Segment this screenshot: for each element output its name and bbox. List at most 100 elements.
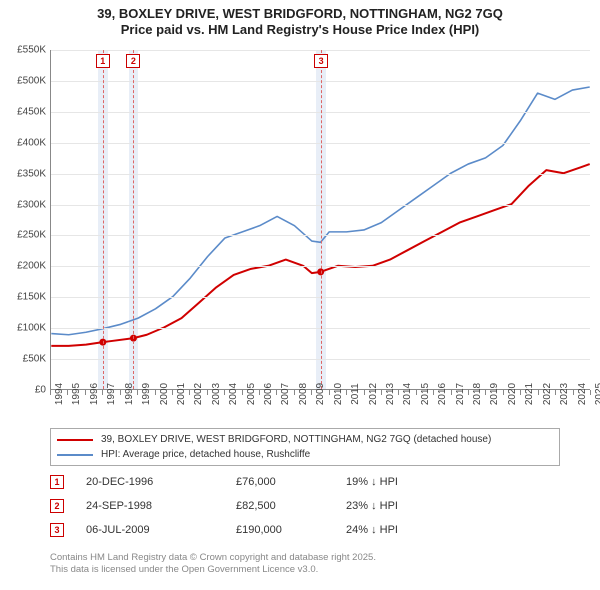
x-tick-label: 1995 (71, 383, 82, 405)
transaction-marker: 3 (50, 523, 64, 537)
x-tick (50, 390, 51, 395)
footer: Contains HM Land Registry data © Crown c… (50, 552, 560, 577)
x-tick (85, 390, 86, 395)
x-tick (468, 390, 469, 395)
y-tick-label: £200K (4, 261, 46, 272)
x-tick (329, 390, 330, 395)
x-tick (172, 390, 173, 395)
transaction-marker: 1 (96, 54, 110, 68)
legend-row-property: 39, BOXLEY DRIVE, WEST BRIDGFORD, NOTTIN… (57, 432, 553, 447)
transaction-row: 120-DEC-1996£76,00019% ↓ HPI (50, 470, 560, 494)
footer-line-2: This data is licensed under the Open Gov… (50, 564, 560, 576)
x-tick (311, 390, 312, 395)
title-line-1: 39, BOXLEY DRIVE, WEST BRIDGFORD, NOTTIN… (0, 6, 600, 22)
x-tick-label: 2019 (489, 383, 500, 405)
x-tick (346, 390, 347, 395)
transactions-table: 120-DEC-1996£76,00019% ↓ HPI 2 24-SEP-1998… (50, 470, 560, 542)
x-tick (590, 390, 591, 395)
x-tick (259, 390, 260, 395)
transaction-marker: 2 (50, 499, 64, 513)
y-tick-label: £400K (4, 137, 46, 148)
x-tick (207, 390, 208, 395)
x-tick (451, 390, 452, 395)
x-tick (137, 390, 138, 395)
plot-area: 1 2 3 (50, 50, 590, 390)
transaction-date: 06-JUL-2009 (86, 524, 236, 536)
x-tick (398, 390, 399, 395)
x-tick-label: 2003 (211, 383, 222, 405)
x-tick-label: 1996 (89, 383, 100, 405)
x-tick-label: 2022 (542, 383, 553, 405)
transaction-price: £82,500 (236, 500, 346, 512)
legend-row-hpi: HPI: Average price, detached house, Rush… (57, 447, 553, 462)
transaction-row: 3 06-JUL-2009£190,00024% ↓ HPI (50, 518, 560, 542)
y-tick-label: £100K (4, 323, 46, 334)
x-tick-label: 2002 (193, 383, 204, 405)
transaction-dashline (133, 50, 134, 389)
y-tick-label: £550K (4, 45, 46, 56)
chart-wrap: 1 2 3 £0 £50K £100K £150K £200K £250K £300K £350K… (6, 50, 594, 420)
x-tick-label: 2012 (368, 383, 379, 405)
transaction-diff: 24% ↓ HPI (346, 524, 456, 536)
x-tick (67, 390, 68, 395)
y-tick-label: £300K (4, 199, 46, 210)
x-tick (381, 390, 382, 395)
x-tick (276, 390, 277, 395)
x-tick-label: 1998 (124, 383, 135, 405)
y-tick-label: £500K (4, 75, 46, 86)
x-tick-label: 2021 (524, 383, 535, 405)
transaction-marker: 2 (126, 54, 140, 68)
x-tick-label: 1999 (141, 383, 152, 405)
x-tick (433, 390, 434, 395)
x-tick-label: 2025 (594, 383, 600, 405)
transaction-marker: 3 (314, 54, 328, 68)
x-tick-label: 2007 (280, 383, 291, 405)
x-tick-label: 2011 (350, 383, 361, 405)
transaction-dashline (103, 50, 104, 389)
x-tick (485, 390, 486, 395)
x-tick-label: 2004 (228, 383, 239, 405)
x-tick-label: 2017 (455, 383, 466, 405)
x-tick-label: 2015 (420, 383, 431, 405)
x-tick-label: 2014 (402, 383, 413, 405)
y-tick-label: £150K (4, 292, 46, 303)
x-tick-label: 2006 (263, 383, 274, 405)
transaction-diff: 23% ↓ HPI (346, 500, 456, 512)
x-tick (189, 390, 190, 395)
x-tick-label: 2005 (246, 383, 257, 405)
x-tick (294, 390, 295, 395)
legend-swatch-property (57, 439, 93, 441)
x-tick (155, 390, 156, 395)
title-block: 39, BOXLEY DRIVE, WEST BRIDGFORD, NOTTIN… (0, 0, 600, 39)
transaction-price: £190,000 (236, 524, 346, 536)
x-tick-label: 2013 (385, 383, 396, 405)
transaction-dashline (321, 50, 322, 389)
x-tick (503, 390, 504, 395)
y-tick-label: £0 (4, 385, 46, 396)
x-tick (120, 390, 121, 395)
x-tick-label: 2008 (298, 383, 309, 405)
chart-container: 39, BOXLEY DRIVE, WEST BRIDGFORD, NOTTIN… (0, 0, 600, 590)
title-line-2: Price paid vs. HM Land Registry's House … (0, 22, 600, 38)
legend-label-property: 39, BOXLEY DRIVE, WEST BRIDGFORD, NOTTIN… (101, 432, 491, 447)
x-tick (224, 390, 225, 395)
transaction-date: 20-DEC-1996 (86, 476, 236, 488)
x-tick (573, 390, 574, 395)
x-tick (520, 390, 521, 395)
y-tick-label: £350K (4, 168, 46, 179)
transaction-diff: 19% ↓ HPI (346, 476, 456, 488)
y-tick-label: £450K (4, 106, 46, 117)
x-tick (364, 390, 365, 395)
legend-swatch-hpi (57, 454, 93, 456)
x-tick-label: 2016 (437, 383, 448, 405)
x-tick-label: 2001 (176, 383, 187, 405)
x-tick (538, 390, 539, 395)
x-tick-label: 1997 (106, 383, 117, 405)
x-tick-label: 2024 (577, 383, 588, 405)
y-tick-label: £50K (4, 354, 46, 365)
y-tick-label: £250K (4, 230, 46, 241)
legend-label-hpi: HPI: Average price, detached house, Rush… (101, 447, 310, 462)
x-tick-label: 2020 (507, 383, 518, 405)
transaction-date: 24-SEP-1998 (86, 500, 236, 512)
x-tick-label: 2009 (315, 383, 326, 405)
